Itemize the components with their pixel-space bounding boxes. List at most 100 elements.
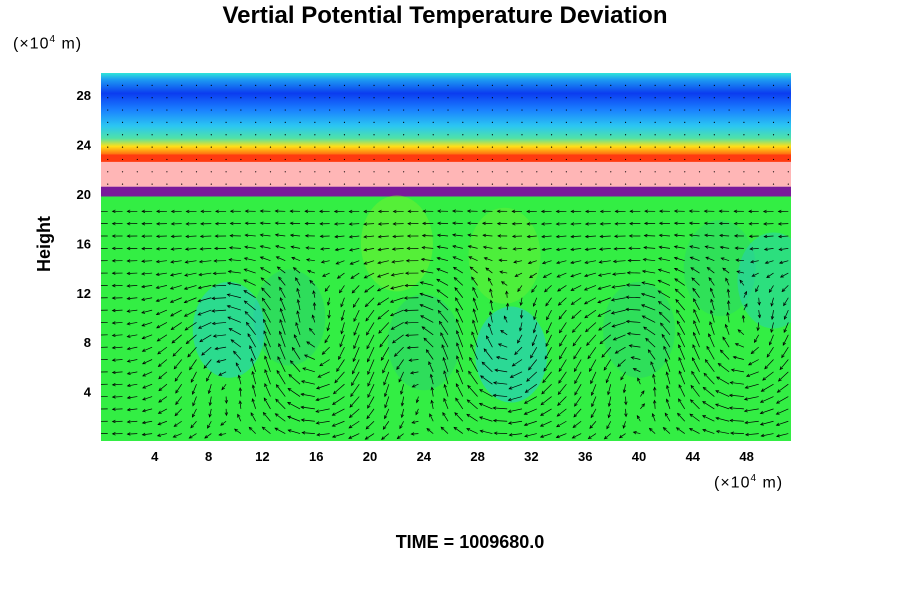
vector-arrow bbox=[226, 305, 241, 311]
arrow-head bbox=[732, 355, 737, 360]
arrow-head bbox=[599, 340, 604, 345]
vector-dot bbox=[255, 183, 257, 185]
vector-dot bbox=[343, 183, 346, 185]
arrow-head bbox=[348, 248, 353, 252]
arrow-head bbox=[250, 412, 254, 417]
vector-arrow bbox=[141, 222, 153, 226]
vector-arrow bbox=[348, 433, 360, 439]
arrow-shaft bbox=[716, 376, 730, 385]
arrow-head bbox=[243, 268, 248, 272]
arrow-shaft bbox=[606, 421, 612, 429]
arrow-head bbox=[170, 222, 175, 226]
arrow-shaft bbox=[544, 346, 552, 360]
vector-arrow bbox=[141, 322, 153, 327]
arrow-shaft bbox=[208, 384, 212, 394]
vector-dot bbox=[772, 84, 775, 86]
arrow-shaft bbox=[661, 334, 671, 348]
arrow-shaft bbox=[276, 370, 286, 385]
vector-arrow bbox=[101, 260, 108, 262]
vector-dot bbox=[240, 134, 242, 136]
arrow-head bbox=[637, 377, 641, 382]
arrow-head bbox=[493, 431, 498, 435]
vector-arrow bbox=[653, 386, 657, 397]
vector-dot bbox=[536, 109, 538, 111]
arrow-shaft bbox=[620, 371, 626, 381]
arrow-shaft bbox=[280, 297, 286, 311]
arrow-head bbox=[262, 411, 267, 416]
arrow-shaft bbox=[659, 234, 670, 237]
arrow-shaft bbox=[453, 256, 463, 262]
vector-arrow bbox=[775, 433, 789, 438]
arrow-shaft bbox=[784, 309, 789, 320]
vector-arrow bbox=[300, 380, 315, 385]
arrow-shaft bbox=[212, 322, 227, 325]
arrow-head bbox=[467, 221, 471, 225]
vector-arrow bbox=[598, 260, 611, 264]
vector-arrow bbox=[734, 246, 744, 250]
arrow-head bbox=[478, 416, 483, 420]
arrow-shaft bbox=[650, 361, 656, 372]
vector-arrow bbox=[157, 420, 168, 426]
arrow-shaft bbox=[127, 309, 138, 312]
arrow-head bbox=[98, 321, 101, 324]
vector-arrow bbox=[481, 221, 493, 226]
arrow-shaft bbox=[571, 297, 582, 305]
vector-arrow bbox=[570, 222, 582, 226]
vector-arrow bbox=[482, 233, 493, 238]
arrow-shaft bbox=[127, 371, 138, 375]
vector-arrow bbox=[126, 346, 138, 351]
vector-arrow bbox=[348, 248, 360, 252]
vector-arrow bbox=[156, 433, 167, 437]
vector-arrow bbox=[306, 269, 315, 274]
arrow-head bbox=[238, 387, 243, 392]
arrow-shaft bbox=[192, 384, 197, 395]
arrow-head bbox=[555, 222, 560, 226]
vector-arrow bbox=[466, 209, 478, 213]
arrow-shaft bbox=[540, 420, 552, 427]
arrow-shaft bbox=[127, 359, 138, 362]
arrow-shaft bbox=[220, 420, 227, 426]
arrow-head bbox=[111, 395, 116, 399]
arrow-head bbox=[443, 370, 447, 375]
arrow-shaft bbox=[456, 369, 464, 385]
arrow-head bbox=[396, 366, 400, 370]
arrow-shaft bbox=[455, 297, 464, 311]
vector-arrow bbox=[126, 271, 138, 276]
arrow-head bbox=[436, 256, 441, 261]
vector-arrow bbox=[415, 408, 419, 416]
arrow-shaft bbox=[765, 260, 774, 264]
vector-arrow bbox=[702, 401, 715, 410]
arrow-shaft bbox=[275, 245, 286, 249]
arrow-head bbox=[613, 234, 618, 238]
arrow-head bbox=[172, 352, 177, 357]
vector-arrow bbox=[599, 334, 611, 345]
arrow-head bbox=[279, 318, 283, 323]
arrow-head bbox=[198, 272, 203, 277]
vector-arrow bbox=[641, 281, 656, 286]
arrow-head bbox=[316, 386, 320, 390]
arrow-shaft bbox=[455, 383, 464, 397]
vector-arrow bbox=[263, 330, 271, 348]
vector-arrow bbox=[249, 345, 256, 360]
vector-arrow bbox=[499, 270, 508, 274]
vector-arrow bbox=[467, 245, 478, 249]
arrow-shaft bbox=[663, 346, 671, 360]
vector-arrow bbox=[363, 272, 375, 279]
vector-arrow bbox=[376, 272, 389, 278]
arrow-shaft bbox=[598, 322, 611, 331]
arrow-head bbox=[422, 209, 427, 213]
vector-arrow bbox=[454, 286, 464, 298]
vector-dot bbox=[121, 183, 124, 185]
arrow-head bbox=[292, 267, 297, 271]
arrow-head bbox=[185, 222, 190, 226]
vector-arrow bbox=[689, 399, 700, 410]
vector-dot bbox=[210, 158, 212, 161]
vector-dot bbox=[536, 183, 538, 185]
vector-arrow bbox=[101, 297, 108, 299]
arrow-head bbox=[405, 333, 410, 337]
arrow-shaft bbox=[744, 408, 759, 412]
arrow-head bbox=[622, 389, 627, 394]
arrow-head bbox=[584, 247, 589, 252]
vector-arrow bbox=[691, 357, 700, 373]
arrow-head bbox=[301, 431, 306, 435]
